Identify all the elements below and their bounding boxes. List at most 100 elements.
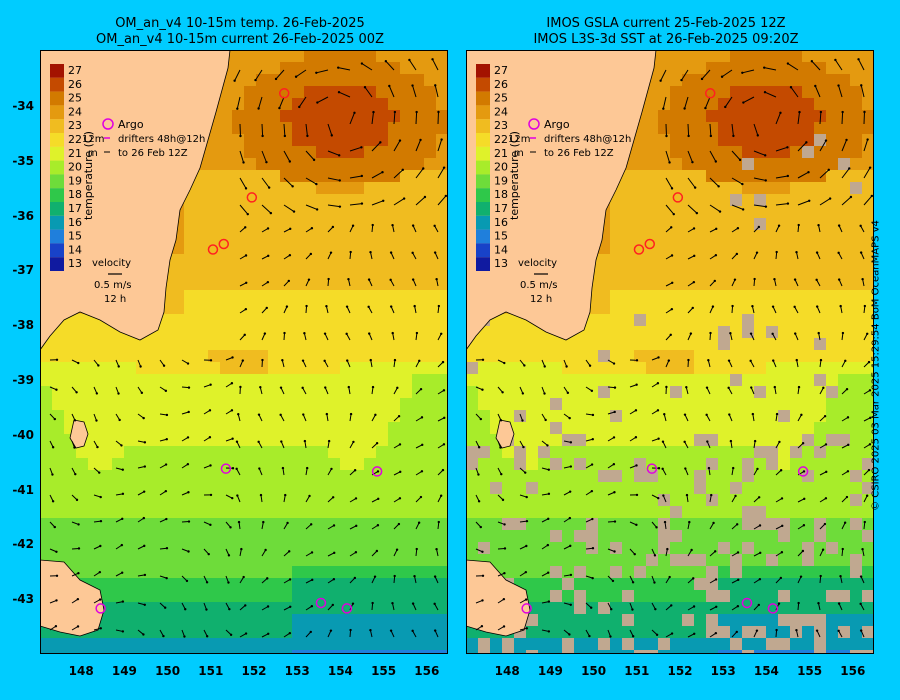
colorbar-swatch [476,64,490,78]
argo-float-marker[interactable] [797,466,809,477]
legend-drifters-time: to 26 Feb 12Z [544,148,614,159]
colorbar-tick-label: 25 [494,92,508,105]
legend-depth-1: 12m [508,134,530,145]
colorbar-swatch [50,64,64,78]
mainland [466,50,657,351]
argo-float-marker[interactable] [315,597,327,609]
legend: Argo 12m m drifters 48h@12h to 26 Feb 12Z vel… [508,118,631,305]
island [495,419,515,449]
colorbar-tick-label: 24 [68,105,82,118]
legend-drifters: drifters 48h@12h [544,134,631,145]
colorbar-swatch [476,243,490,258]
colorbar-swatch [50,146,64,161]
colorbar-swatch [476,91,490,106]
legend-drifters: drifters 48h@12h [118,134,205,145]
colorbar-tick-label: 21 [68,147,82,160]
colorbar-swatch [476,146,490,161]
longitude-tick-label: 149 [111,664,137,678]
longitude-tick-label: 150 [581,664,607,678]
longitude-tick-label: 151 [198,664,224,678]
longitude-tick-label: 148 [68,664,94,678]
colorbar-tick-label: 24 [494,105,508,118]
longitude-tick-label: 156 [840,664,866,678]
colorbar-swatch [50,105,64,120]
velocity-label: velocity [92,258,131,269]
longitude-tick-label: 150 [155,664,181,678]
colorbar-swatch [50,188,64,202]
colorbar-swatch [50,257,64,271]
latitude-tick-label: -42 [12,537,34,552]
colorbar-swatch [50,243,64,258]
colorbar-tick-label: 23 [494,119,508,132]
colorbar-tick-label: 22 [68,133,82,146]
argo-float-marker[interactable] [672,192,684,203]
argo-float-marker[interactable] [633,244,645,255]
argo-float-marker[interactable] [521,603,532,614]
colorbar-tick-label: 16 [494,216,508,229]
longitude-tick-label: 152 [667,664,693,678]
colorbar-tick-label: 14 [68,243,82,256]
colorbar-swatch [476,188,490,202]
colorbar-tick-label: 27 [494,64,508,77]
argo-float-marker[interactable] [220,463,232,474]
panel-title-left: OM_an_v4 10-15m temp. 26-Feb-2025 OM_an_… [40,16,440,48]
longitude-tick-label: 153 [710,664,736,678]
colorbar-tick-label: 17 [494,202,508,215]
colorbar-tick-label: 26 [68,78,82,91]
colorbar-swatch [50,215,64,230]
latitude-tick-label: -38 [12,318,34,333]
argo-float-marker[interactable] [95,603,106,614]
argo-float-marker[interactable] [767,603,779,614]
latitude-tick-label: -36 [12,208,34,223]
velocity-time: 12 h [530,294,552,305]
colorbar-tick-label: 22 [494,133,508,146]
colorbar-swatch [476,215,490,230]
argo-float-marker[interactable] [246,192,258,203]
colorbar-swatch [50,119,64,133]
argo-float-marker[interactable] [341,603,353,614]
argo-legend-icon [528,118,540,130]
longitude-tick-label: 149 [537,664,563,678]
colorbar-tick-label: 21 [494,147,508,160]
latitude-tick-label: -37 [12,263,34,278]
mainland [40,50,231,351]
tasmania [466,559,531,637]
panel-title-left-line1: OM_an_v4 10-15m temp. 26-Feb-2025 [115,16,365,31]
colorbar-tick-label: 20 [494,161,508,174]
latitude-tick-label: -39 [12,373,34,387]
latitude-tick-label: -35 [12,153,34,168]
legend-depth-2: m [88,148,98,159]
argo-float-marker[interactable] [207,244,219,255]
longitude-tick-label: 153 [284,664,310,678]
argo-float-marker[interactable] [644,238,656,250]
argo-float-marker[interactable] [741,597,753,609]
panel-title-left-line2: OM_an_v4 10-15m current 26-Feb-2025 00Z [96,32,384,47]
argo-float-marker[interactable] [218,238,230,250]
colorbar-tick-label: 20 [68,161,82,174]
argo-float-marker[interactable] [278,88,290,99]
latitude-tick-label: -43 [12,592,34,607]
colorbar-swatch [50,77,64,92]
colorbar-swatch [50,174,64,189]
longitude-tick-label: 155 [371,664,397,678]
longitude-tick-label: 155 [797,664,823,678]
map-frame [466,50,874,654]
colorbar-title: temperature (C) [82,131,95,220]
velocity-value: 0.5 m/s [520,280,557,291]
colorbar-swatch [50,229,64,244]
argo-float-marker[interactable] [704,88,716,99]
panel-title-right-line1: IMOS GSLA current 25-Feb-2025 12Z [546,16,786,31]
longitude-tick-label: 154 [753,664,779,678]
argo-legend-icon [102,118,114,130]
colorbar-tick-label: 26 [494,78,508,91]
map-frame [40,50,448,654]
colorbar-tick-label: 13 [68,257,82,270]
argo-float-marker[interactable] [371,466,383,477]
colorbar-swatch [476,160,490,175]
velocity-label: velocity [518,258,557,269]
argo-float-marker[interactable] [646,463,658,474]
